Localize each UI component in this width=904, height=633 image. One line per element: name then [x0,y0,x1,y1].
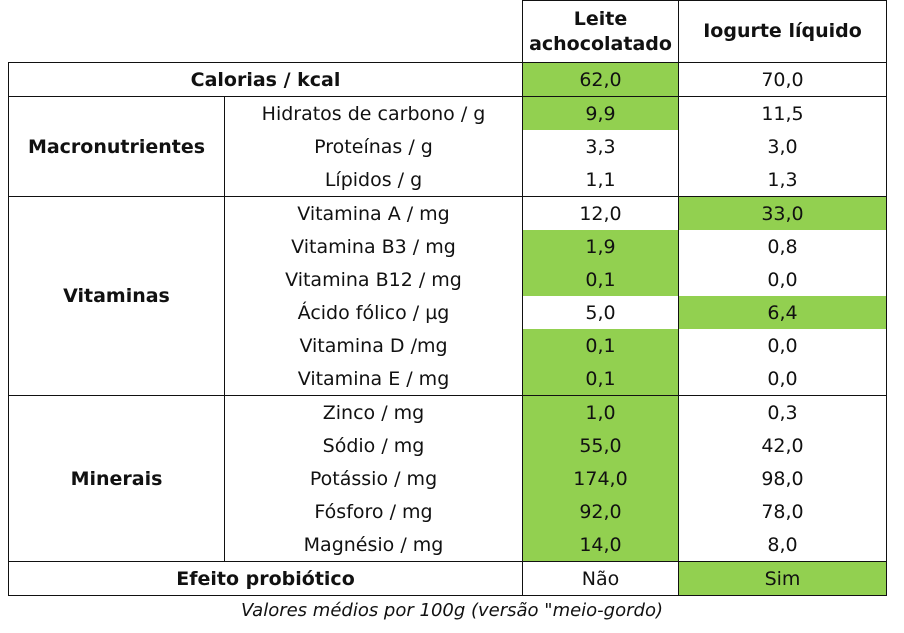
calorias-iogurte-value: 70,0 [678,62,887,97]
header-iogurte-liquido: Iogurte líquido [678,0,887,63]
leite-value: 0,1 [522,329,679,362]
table-row: Potássio / mg 174,0 98,0 [9,462,887,495]
iogurte-value: 98,0 [678,462,887,495]
table-row: Ácido fólico / µg 5,0 6,4 [9,296,887,329]
group-vitaminas-label: Vitaminas [8,196,225,396]
iogurte-value: 0,0 [678,329,887,362]
calorias-leite-value: 62,0 [522,62,679,97]
row-label: Vitamina B3 / mg [291,235,456,258]
row-label: Sódio / mg [322,434,425,457]
group-macronutrientes-label: Macronutrientes [8,96,225,197]
leite-value: 0,1 [522,263,679,296]
table-row: Vitamina E / mg 0,1 0,0 [9,362,887,396]
leite-value: 3,3 [522,130,679,163]
table-row: Vitaminas Vitamina A / mg 12,0 33,0 [8,196,887,396]
row-efeito-probiotico: Efeito probiótico Não Sim [8,561,887,596]
row-calorias: Calorias / kcal 62,0 70,0 [8,62,887,97]
row-label: Vitamina D /mg [299,334,448,357]
table-row: Minerais Zinco / mg 1,0 0,3 [8,395,887,562]
calorias-label: Calorias / kcal [8,62,523,97]
row-label: Hidratos de carbono / g [261,102,486,125]
iogurte-value: 6,4 [678,296,887,329]
table-row: Macronutrientes Hidratos de carbono / g … [8,96,887,197]
table-row: Vitamina D /mg 0,1 0,0 [9,329,887,362]
row-label: Ácido fólico / µg [297,301,450,324]
probiotico-label: Efeito probiótico [8,561,523,596]
iogurte-value: 0,8 [678,230,887,263]
row-label: Vitamina A / mg [297,202,450,225]
table-row: Fósforo / mg 92,0 78,0 [9,495,887,528]
leite-value: 92,0 [522,495,679,528]
probiotico-leite-value: Não [522,561,679,596]
iogurte-value: 8,0 [678,528,887,562]
leite-value: 174,0 [522,462,679,495]
leite-value: 5,0 [522,296,679,329]
probiotico-iogurte-value: Sim [678,561,887,596]
header-leite-line2: achocolatado [529,32,672,55]
table-row: Proteínas / g 3,3 3,0 [9,130,887,163]
iogurte-value: 1,3 [678,163,887,197]
header-blank-cell [8,0,523,63]
iogurte-value: 42,0 [678,429,887,462]
leite-value: 55,0 [522,429,679,462]
iogurte-value: 78,0 [678,495,887,528]
row-label: Proteínas / g [314,135,433,158]
iogurte-value: 0,0 [678,263,887,296]
leite-value: 12,0 [522,196,679,230]
table-row: Lípidos / g 1,1 1,3 [9,163,887,197]
leite-value: 1,9 [522,230,679,263]
group-minerais-label: Minerais [8,395,225,562]
table-row: Magnésio / mg 14,0 8,0 [9,528,887,562]
row-label: Magnésio / mg [224,528,523,562]
row-label: Lípidos / g [224,163,523,197]
iogurte-value: 11,5 [678,96,887,130]
row-label: Potássio / mg [309,467,438,490]
table-caption: Valores médios por 100g (versão "meio-go… [241,600,663,621]
leite-value: 0,1 [522,362,679,396]
table-row: Vitamina B3 / mg 1,9 0,8 [9,230,887,263]
table-row: Sódio / mg 55,0 42,0 [9,429,887,462]
header-leite-achocolatado: Leite achocolatado [522,0,679,63]
row-label: Vitamina E / mg [224,362,523,396]
row-label: Zinco / mg [322,401,425,424]
leite-value: 14,0 [522,528,679,562]
leite-value: 9,9 [522,96,679,130]
iogurte-value: 0,3 [678,395,887,429]
row-label: Vitamina B12 / mg [285,268,462,291]
row-label: Fósforo / mg [314,500,433,523]
leite-value: 1,0 [522,395,679,429]
header-row: Leite achocolatado Iogurte líquido [8,0,887,63]
header-leite-line1: Leite [573,7,628,30]
nutrition-comparison-table: Leite achocolatado Iogurte líquido Calori… [8,0,887,596]
leite-value: 1,1 [522,163,679,197]
iogurte-value: 0,0 [678,362,887,396]
iogurte-value: 33,0 [678,196,887,230]
iogurte-value: 3,0 [678,130,887,163]
table-row: Vitamina B12 / mg 0,1 0,0 [9,263,887,296]
